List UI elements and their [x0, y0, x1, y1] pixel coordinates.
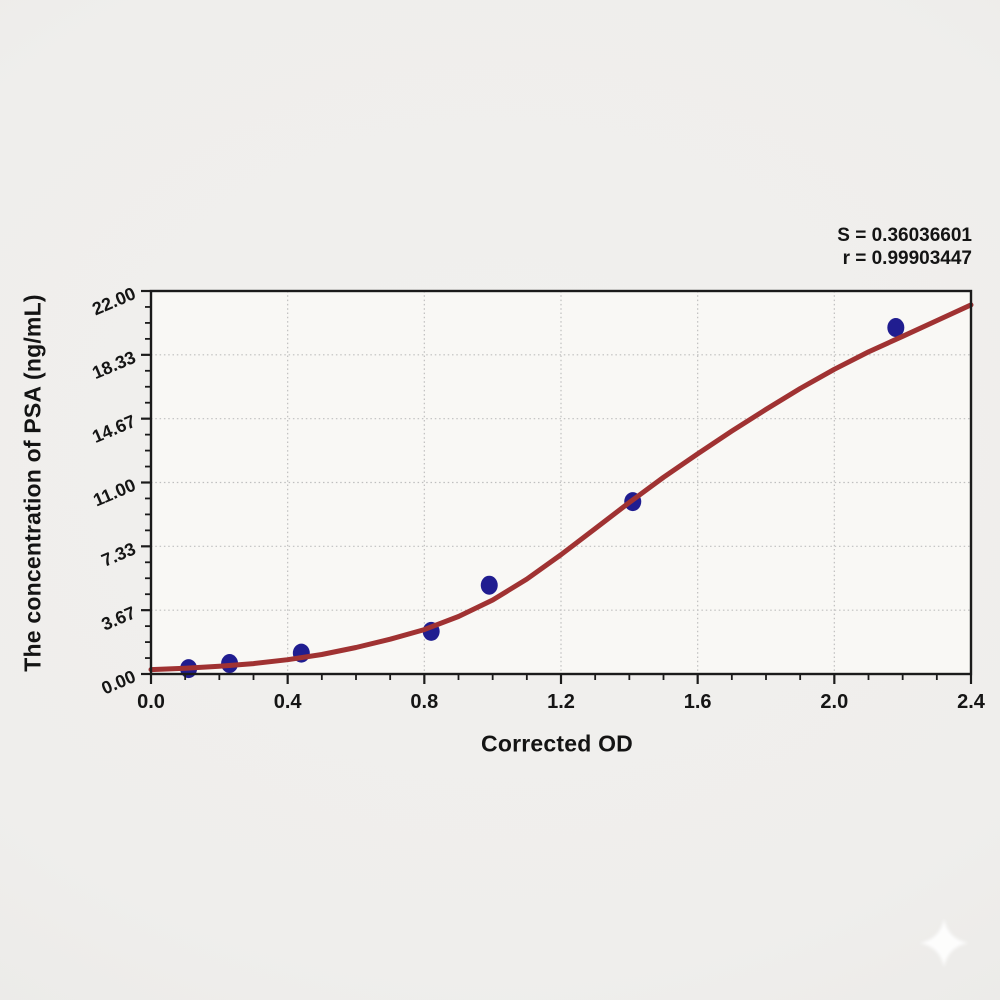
y-tick-label: 11.00	[90, 475, 138, 511]
plot-frame	[149, 289, 973, 676]
y-axis-title: The concentration of PSA (ng/mL)	[19, 294, 46, 672]
x-tick-label: 2.0	[820, 691, 848, 713]
x-tick-label: 0.4	[274, 691, 303, 713]
y-tick-label: 7.33	[98, 539, 138, 571]
x-tick-label: 2.4	[957, 691, 986, 713]
data-point	[887, 318, 905, 338]
sparkle-star-shape	[920, 919, 968, 967]
x-tick-label: 1.2	[547, 691, 575, 713]
x-tick-label: 0.8	[410, 691, 438, 713]
y-tick-label: 18.33	[89, 347, 138, 383]
y-tick-label: 3.67	[98, 602, 138, 634]
y-tick-label: 0.00	[98, 666, 138, 698]
fit-statistics: S = 0.36036601 r = 0.99903447	[837, 224, 972, 270]
sparkle-watermark-icon	[920, 919, 968, 967]
fit-curve	[148, 302, 974, 673]
y-tick-label: 22.00	[89, 283, 138, 319]
x-axis-title: Corrected OD	[481, 730, 633, 757]
y-tick-label: 14.67	[89, 411, 138, 447]
s-value-label: S = 0.36036601	[837, 225, 972, 246]
r-value-label: r = 0.99903447	[842, 248, 972, 269]
x-tick-label: 1.6	[684, 691, 712, 713]
data-point	[480, 575, 498, 595]
x-tick-label: 0.0	[137, 691, 165, 713]
